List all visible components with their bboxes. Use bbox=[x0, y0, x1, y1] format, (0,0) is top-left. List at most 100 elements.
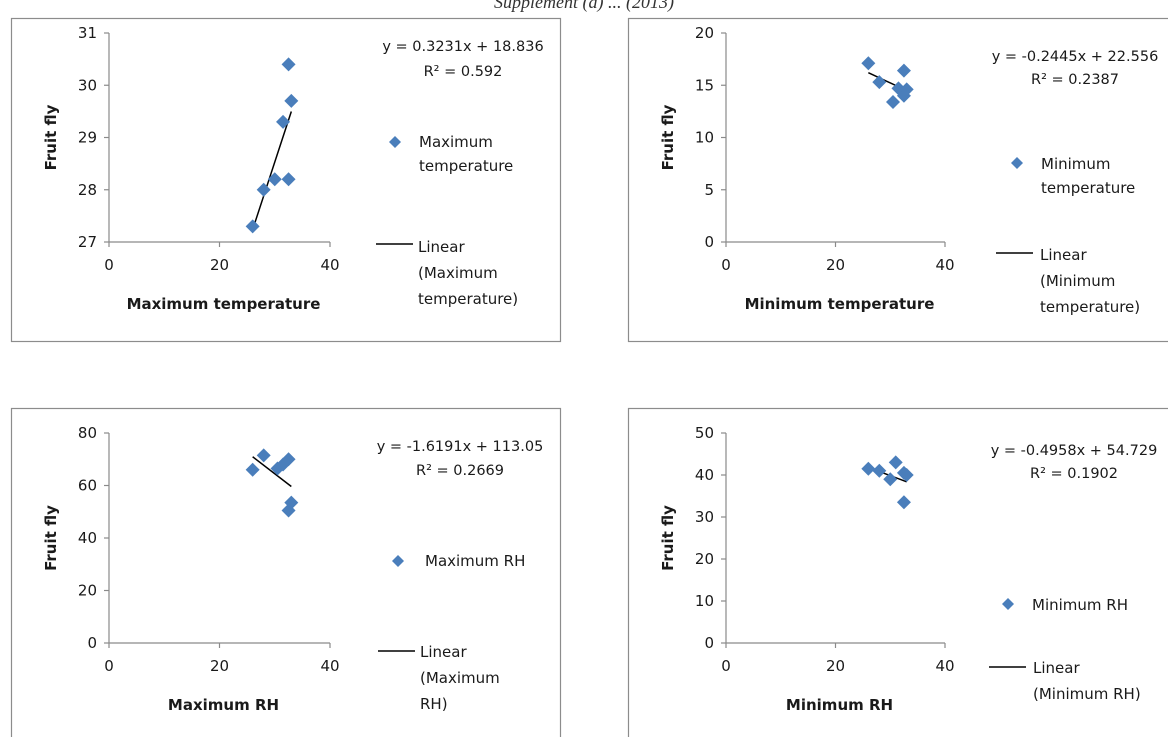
trendline bbox=[251, 111, 293, 230]
data-point bbox=[284, 93, 299, 108]
legend-series-marker bbox=[389, 136, 401, 148]
x-tick-label: 0 bbox=[721, 256, 731, 274]
trendline-equation: y = 0.3231x + 18.836 bbox=[382, 39, 543, 55]
y-tick-label: 20 bbox=[695, 550, 714, 568]
data-point bbox=[888, 455, 903, 470]
data-point bbox=[885, 94, 900, 109]
y-tick-label: 30 bbox=[78, 76, 97, 94]
trendline-equation: y = -1.6191x + 113.05 bbox=[377, 439, 544, 455]
data-point bbox=[256, 182, 271, 197]
y-tick-label: 0 bbox=[704, 634, 714, 652]
y-tick-label: 0 bbox=[704, 233, 714, 251]
x-axis-title: Minimum RH bbox=[786, 696, 893, 714]
data-point bbox=[896, 495, 911, 510]
r-squared-label: R² = 0.2387 bbox=[1031, 72, 1119, 88]
trendline-equation: y = -0.2445x + 22.556 bbox=[992, 49, 1159, 65]
x-tick-label: 40 bbox=[320, 657, 339, 675]
x-tick-label: 0 bbox=[721, 657, 731, 675]
data-point bbox=[245, 462, 260, 477]
x-tick-label: 0 bbox=[104, 657, 114, 675]
y-tick-label: 5 bbox=[704, 181, 714, 199]
legend-linear-label: (Minimum RH) bbox=[1033, 685, 1141, 703]
y-tick-label: 20 bbox=[695, 24, 714, 42]
y-tick-label: 31 bbox=[78, 24, 97, 42]
y-axis-title: Fruit fly bbox=[659, 505, 677, 571]
figure-caption: Supplement (a) ... (2013) bbox=[494, 0, 674, 12]
y-tick-label: 29 bbox=[78, 129, 97, 147]
data-point bbox=[861, 56, 876, 71]
data-point bbox=[284, 495, 299, 510]
y-tick-label: 40 bbox=[695, 466, 714, 484]
y-tick-label: 50 bbox=[695, 424, 714, 442]
legend-linear-label: temperature) bbox=[418, 290, 518, 308]
data-point bbox=[883, 472, 898, 487]
r-squared-label: R² = 0.2669 bbox=[416, 463, 504, 479]
data-point bbox=[861, 461, 876, 476]
legend-linear-label: Linear bbox=[1040, 246, 1087, 264]
data-point bbox=[872, 75, 887, 90]
y-tick-label: 60 bbox=[78, 477, 97, 495]
legend-series-marker bbox=[1002, 598, 1014, 610]
trendline bbox=[252, 456, 292, 488]
y-tick-label: 20 bbox=[78, 582, 97, 600]
legend-series-marker bbox=[1011, 157, 1023, 169]
y-tick-label: 28 bbox=[78, 181, 97, 199]
legend-linear-label: (Maximum bbox=[420, 669, 500, 687]
x-tick-label: 20 bbox=[210, 657, 229, 675]
data-point bbox=[245, 219, 260, 234]
legend-series-label: Maximum RH bbox=[425, 552, 525, 570]
legend-linear-label: (Maximum bbox=[418, 264, 498, 282]
legend-series-label: temperature bbox=[419, 157, 513, 175]
legend-linear-label: RH) bbox=[420, 695, 448, 713]
legend-series-label: Maximum bbox=[419, 133, 493, 151]
x-tick-label: 40 bbox=[935, 657, 954, 675]
legend-series-marker bbox=[392, 555, 404, 567]
y-tick-label: 30 bbox=[695, 508, 714, 526]
data-point bbox=[267, 172, 282, 187]
data-point bbox=[281, 452, 296, 467]
y-tick-label: 0 bbox=[87, 634, 97, 652]
y-axis-title: Fruit fly bbox=[659, 104, 677, 170]
y-tick-label: 40 bbox=[78, 529, 97, 547]
chart-panel-3: 0 20 40 60 80 0 20 40 Maximum RH Fruit fly y = -1.… bbox=[10, 407, 562, 737]
data-point bbox=[899, 82, 914, 97]
legend-linear-label: Linear bbox=[418, 238, 465, 256]
y-axis-title: Fruit fly bbox=[42, 104, 60, 170]
chart-panel-1: 27 28 29 30 31 0 20 40 Maximum temperature Fruit … bbox=[10, 17, 562, 343]
y-axis-title: Fruit fly bbox=[42, 505, 60, 571]
legend-linear-label: temperature) bbox=[1040, 298, 1140, 316]
y-tick-label: 80 bbox=[78, 424, 97, 442]
data-point bbox=[896, 63, 911, 78]
x-axis-title: Maximum RH bbox=[168, 696, 279, 714]
legend-series-label: Minimum bbox=[1041, 155, 1111, 173]
x-tick-label: 20 bbox=[826, 256, 845, 274]
chart-panel-2: 0 5 10 15 20 0 20 40 Minimum temperature Fruit fl… bbox=[627, 17, 1168, 343]
x-axis-title: Minimum temperature bbox=[745, 295, 935, 313]
data-point bbox=[872, 463, 887, 478]
data-point bbox=[899, 468, 914, 482]
chart-panel-4: 0 10 20 30 40 50 0 20 40 Minimum RH Fruit fly y = -… bbox=[627, 407, 1168, 737]
x-tick-label: 20 bbox=[210, 256, 229, 274]
legend-series-label: temperature bbox=[1041, 179, 1135, 197]
data-point bbox=[281, 172, 296, 187]
legend-linear-label: Linear bbox=[420, 643, 467, 661]
legend-series-label: Minimum RH bbox=[1032, 596, 1128, 614]
legend-linear-label: (Minimum bbox=[1040, 272, 1115, 290]
y-tick-label: 15 bbox=[695, 76, 714, 94]
data-point bbox=[276, 114, 291, 129]
x-axis-title: Maximum temperature bbox=[127, 295, 321, 313]
x-tick-label: 20 bbox=[826, 657, 845, 675]
y-tick-label: 10 bbox=[695, 129, 714, 147]
legend-linear-label: Linear bbox=[1033, 659, 1080, 677]
r-squared-label: R² = 0.1902 bbox=[1030, 466, 1118, 482]
data-point bbox=[281, 57, 296, 72]
trendline-equation: y = -0.4958x + 54.729 bbox=[991, 443, 1158, 459]
y-tick-label: 27 bbox=[78, 233, 97, 251]
y-tick-label: 10 bbox=[695, 592, 714, 610]
x-tick-label: 0 bbox=[104, 256, 114, 274]
chart-frame bbox=[627, 17, 1168, 343]
r-squared-label: R² = 0.592 bbox=[424, 64, 503, 80]
x-tick-label: 40 bbox=[935, 256, 954, 274]
data-point bbox=[256, 448, 271, 463]
